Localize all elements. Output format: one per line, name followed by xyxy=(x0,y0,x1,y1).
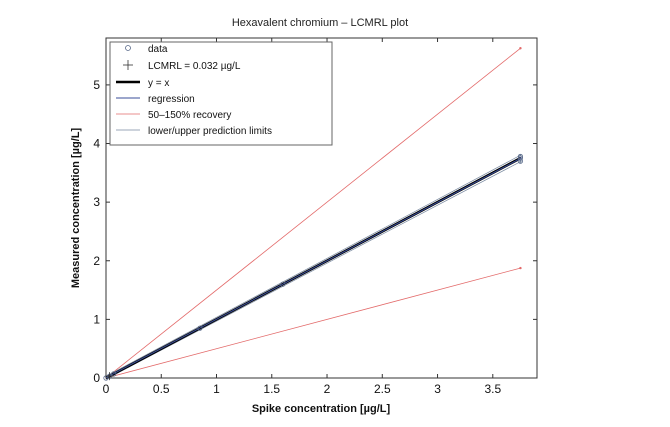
points-layer xyxy=(103,153,524,381)
legend-label: regression xyxy=(148,94,195,105)
x-tick-label: 3 xyxy=(434,382,441,396)
recovery-line-end-marker xyxy=(519,266,522,270)
recovery-line-end-marker xyxy=(519,47,522,50)
data-point xyxy=(517,155,524,161)
data-point xyxy=(280,281,286,287)
prediction-limit-line-end-marker xyxy=(519,160,522,163)
legend-label: 50–150% recovery xyxy=(148,110,231,121)
data-point xyxy=(197,325,203,331)
legend-item: LCMRL = 0.032 µg/L xyxy=(123,60,241,72)
legend-label: data xyxy=(148,44,168,55)
y-tick-label: 3 xyxy=(93,195,100,209)
legend-label: LCMRL = 0.032 µg/L xyxy=(148,61,241,72)
legend-item: lower/upper prediction limits xyxy=(116,126,272,137)
series-layer xyxy=(105,47,522,380)
prediction-limit-line xyxy=(105,161,521,380)
prediction-limit-line xyxy=(105,154,521,377)
y-tick-label: 0 xyxy=(93,371,100,385)
chart-title: Hexavalent chromium – LCMRL plot xyxy=(232,17,408,29)
x-axis-label: Spike concentration [µg/L] xyxy=(252,403,391,415)
plot-frame xyxy=(105,37,538,379)
x-tick-label: 2 xyxy=(324,382,331,396)
data-point xyxy=(517,153,524,160)
legend-item: regression xyxy=(116,94,195,105)
regression-line xyxy=(105,158,521,379)
x-tick-label: 1.5 xyxy=(263,382,280,396)
y-axis-label: Measured concentration [µg/L] xyxy=(70,127,82,288)
legend-data-marker xyxy=(125,45,131,51)
legend: data LCMRL = 0.032 µg/L y = x regression 50–… xyxy=(109,41,333,146)
recovery-line xyxy=(105,267,521,379)
x-tick-label: 1 xyxy=(213,382,220,396)
data-point xyxy=(111,371,117,377)
ticks-layer: 0 0.5 1 1.5 2 2.5 3 3.5 0 1 2 3 4 5 xyxy=(93,38,537,396)
legend-label: y = x xyxy=(148,78,169,89)
legend-box xyxy=(109,41,333,146)
legend-label: lower/upper prediction limits xyxy=(148,126,272,137)
legend-item: y = x xyxy=(116,78,169,89)
y-tick-label: 1 xyxy=(93,312,100,326)
x-tick-label: 3.5 xyxy=(484,382,501,396)
legend-item: 50–150% recovery xyxy=(116,110,231,121)
legend-item: data xyxy=(125,44,168,55)
x-tick-label: 2.5 xyxy=(374,382,391,396)
y-tick-label: 2 xyxy=(93,254,100,268)
y-tick-label: 4 xyxy=(93,137,100,151)
x-tick-label: 0 xyxy=(103,382,110,396)
recovery-line xyxy=(105,47,521,379)
x-tick-label: 0.5 xyxy=(153,382,170,396)
y-tick-label: 5 xyxy=(93,78,100,92)
